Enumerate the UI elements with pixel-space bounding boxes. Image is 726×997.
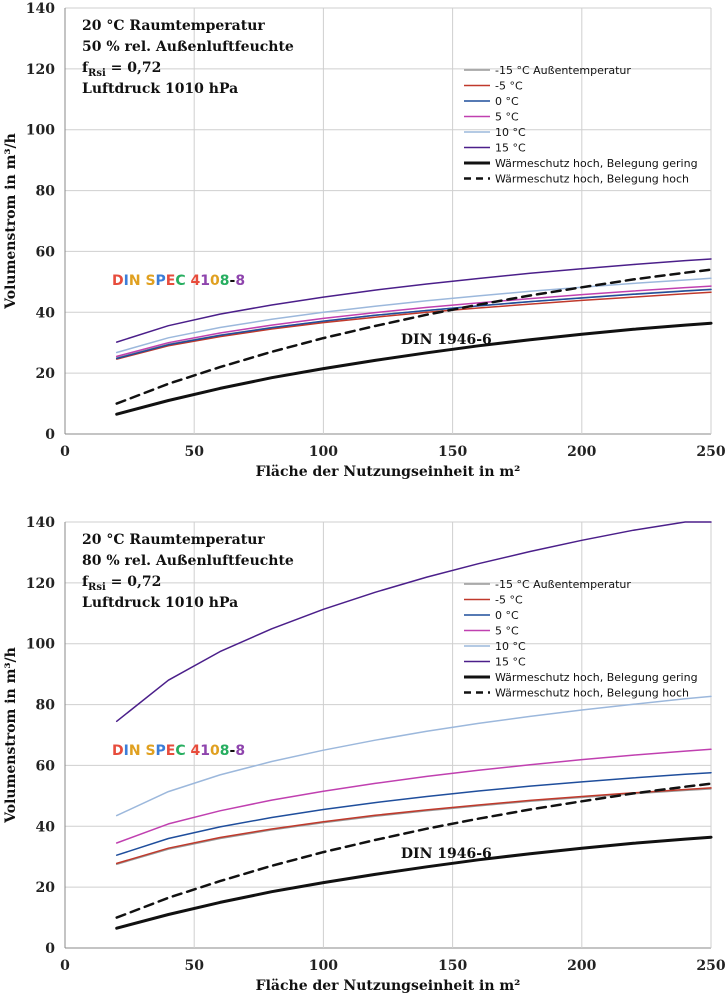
y-tick-label: 100 bbox=[26, 123, 55, 139]
series-line-8 bbox=[115, 782, 713, 919]
y-tick-label: 20 bbox=[36, 880, 56, 896]
y-tick-label: 100 bbox=[26, 637, 55, 653]
legend-label-7: Wärmeschutz hoch, Belegung gering bbox=[495, 671, 698, 684]
series-line-6 bbox=[115, 258, 712, 343]
legend-label-8: Wärmeschutz hoch, Belegung hoch bbox=[495, 173, 689, 186]
x-tick-label: 50 bbox=[184, 444, 204, 460]
x-tick-label: 0 bbox=[60, 444, 70, 460]
series-line-6 bbox=[115, 521, 712, 723]
legend-label-3: 0 °C bbox=[495, 95, 519, 108]
legend-label-8: Wärmeschutz hoch, Belegung hoch bbox=[495, 687, 689, 700]
x-tick-label: 100 bbox=[309, 444, 338, 460]
x-tick-label: 100 bbox=[309, 958, 338, 974]
x-tick-label: 150 bbox=[438, 444, 467, 460]
x-tick-label: 250 bbox=[696, 444, 725, 460]
annotation-din-spec: DIN SPEC 4108-8 bbox=[112, 743, 245, 759]
series-line-3 bbox=[115, 771, 712, 856]
x-axis-label: Fläche der Nutzungseinheit in m² bbox=[256, 464, 521, 480]
y-tick-label: 40 bbox=[36, 819, 56, 835]
info-pressure: Luftdruck 1010 hPa bbox=[82, 81, 238, 97]
info-humidity: 50 % rel. Außenluftfeuchte bbox=[82, 39, 294, 55]
series-line-2 bbox=[115, 291, 712, 360]
y-tick-label: 80 bbox=[36, 698, 56, 714]
info-room-temperature: 20 °C Raumtemperatur bbox=[82, 18, 265, 34]
series-line-5 bbox=[115, 277, 712, 354]
y-tick-label: 40 bbox=[36, 305, 56, 321]
annotation-din-1946: DIN 1946-6 bbox=[401, 846, 492, 862]
series-line-4 bbox=[115, 285, 712, 358]
y-tick-label: 0 bbox=[45, 427, 55, 443]
x-tick-label: 250 bbox=[696, 958, 725, 974]
x-tick-label: 200 bbox=[567, 444, 596, 460]
y-tick-label: 60 bbox=[36, 758, 56, 774]
y-tick-label: 120 bbox=[26, 576, 55, 592]
legend-label-1: -15 °C Außentemperatur bbox=[495, 64, 631, 77]
x-axis-label: Fläche der Nutzungseinheit in m² bbox=[256, 978, 521, 994]
y-tick-label: 140 bbox=[26, 1, 55, 17]
chart-panel-1: 0 20 40 60 80 100 120 140 0 50 100 150 200 250 Fläche … bbox=[3, 1, 726, 480]
info-humidity: 80 % rel. Außenluftfeuchte bbox=[82, 553, 294, 569]
annotation-din-1946: DIN 1946-6 bbox=[401, 332, 492, 348]
y-tick-label: 120 bbox=[26, 62, 55, 78]
legend-label-5: 10 °C bbox=[495, 640, 526, 653]
y-tick-label: 60 bbox=[36, 244, 56, 260]
legend-label-2: -5 °C bbox=[495, 594, 523, 607]
x-tick-label: 0 bbox=[60, 958, 70, 974]
info-frsi: fRsi = 0,72 bbox=[82, 60, 161, 79]
legend-label-1: -15 °C Außentemperatur bbox=[495, 578, 631, 591]
legend-label-4: 5 °C bbox=[495, 111, 519, 124]
y-tick-label: 0 bbox=[45, 941, 55, 957]
info-room-temperature: 20 °C Raumtemperatur bbox=[82, 532, 265, 548]
legend-label-4: 5 °C bbox=[495, 625, 519, 638]
annotation-din-spec: DIN SPEC 4108-8 bbox=[112, 273, 245, 289]
y-axis-label: Volumenstrom in m³/h bbox=[3, 133, 19, 310]
x-tick-label: 50 bbox=[184, 958, 204, 974]
legend-label-3: 0 °C bbox=[495, 609, 519, 622]
legend-label-6: 15 °C bbox=[495, 656, 526, 669]
y-tick-label: 140 bbox=[26, 515, 55, 531]
series-line-8 bbox=[115, 268, 713, 405]
legend-label-2: -5 °C bbox=[495, 80, 523, 93]
legend-label-7: Wärmeschutz hoch, Belegung gering bbox=[495, 157, 698, 170]
series-line-5 bbox=[115, 695, 712, 817]
legend-label-5: 10 °C bbox=[495, 126, 526, 139]
legend-label-6: 15 °C bbox=[495, 142, 526, 155]
x-tick-label: 200 bbox=[567, 958, 596, 974]
series-line-4 bbox=[115, 748, 712, 844]
info-frsi: fRsi = 0,72 bbox=[82, 574, 161, 593]
series-line-3 bbox=[115, 288, 712, 360]
series-line-7 bbox=[115, 835, 713, 930]
chart-panel-2: 0 20 40 60 80 100 120 140 0 50 100 150 200 250 Fläche … bbox=[3, 515, 726, 994]
y-tick-label: 80 bbox=[36, 184, 56, 200]
series-line-7 bbox=[115, 321, 713, 416]
info-pressure: Luftdruck 1010 hPa bbox=[82, 595, 238, 611]
x-tick-label: 150 bbox=[438, 958, 467, 974]
y-tick-label: 20 bbox=[36, 366, 56, 382]
y-axis-label: Volumenstrom in m³/h bbox=[3, 647, 19, 824]
